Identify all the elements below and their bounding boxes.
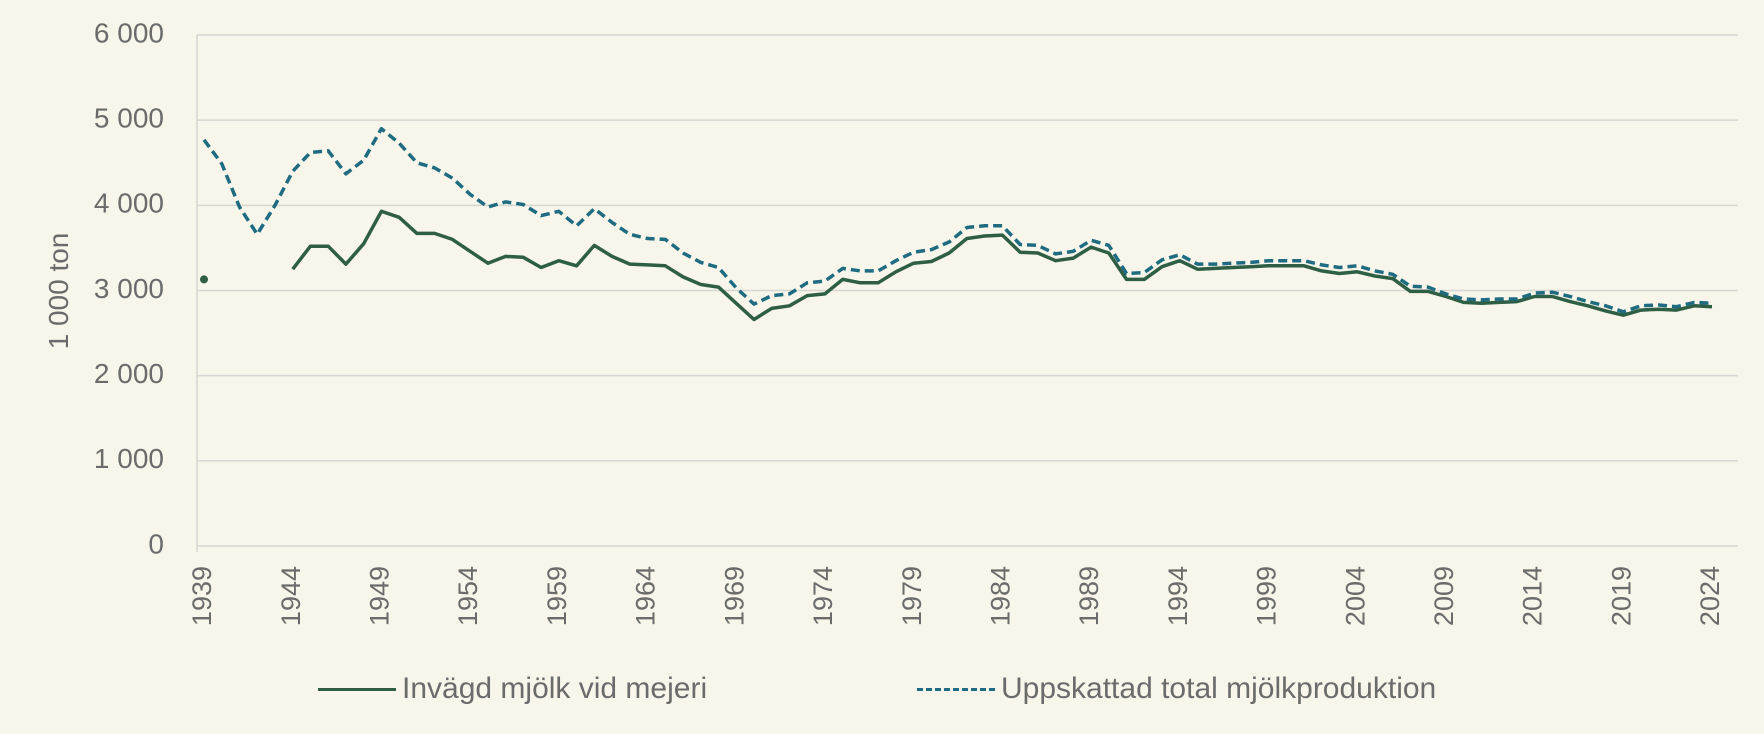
legend-label-uppskattad: Uppskattad total mjölkproduktion — [1001, 672, 1437, 705]
y-tick-label: 6 000 — [94, 17, 164, 48]
y-axis-ticks: 0 1 000 2 000 3 000 4 000 5 000 6 000 — [94, 17, 164, 559]
legend-swatch-dashed — [917, 687, 995, 691]
x-tick-label: 1969 — [719, 566, 749, 626]
y-tick-label: 1 000 — [94, 443, 164, 474]
series-0 — [200, 209, 1713, 322]
x-tick-label: 1979 — [897, 566, 927, 626]
x-tick-label: 2009 — [1429, 566, 1459, 626]
x-tick-label: 1999 — [1252, 566, 1282, 626]
series-1 — [202, 126, 1713, 314]
legend-item-uppskattad: Uppskattad total mjölkproduktion — [917, 668, 1436, 710]
x-tick-label: 1989 — [1074, 566, 1104, 626]
data-point — [200, 275, 208, 284]
series-line — [202, 126, 1713, 314]
x-tick-label: 1994 — [1163, 566, 1193, 626]
x-tick-label: 1954 — [453, 566, 483, 626]
x-tick-label: 2019 — [1606, 566, 1636, 626]
y-tick-label: 3 000 — [94, 273, 164, 304]
y-axis-label: 1 000 ton — [43, 233, 74, 350]
x-tick-label: 1939 — [187, 566, 217, 626]
x-tick-label: 2014 — [1518, 566, 1548, 626]
x-tick-label: 1949 — [365, 566, 395, 626]
x-tick-label: 1944 — [276, 566, 306, 626]
legend-item-invagd: Invägd mjölk vid mejeri — [318, 668, 707, 710]
x-tick-label: 1984 — [985, 566, 1015, 626]
x-tick-label: 2004 — [1340, 566, 1370, 626]
x-tick-label: 2024 — [1695, 566, 1725, 626]
x-tick-label: 1959 — [542, 566, 572, 626]
grid-lines — [196, 34, 1738, 552]
x-tick-label: 1974 — [808, 566, 838, 626]
y-tick-label: 2 000 — [94, 358, 164, 389]
series-group — [200, 126, 1713, 322]
x-tick-label: 1964 — [631, 566, 661, 626]
legend-label-invagd: Invägd mjölk vid mejeri — [402, 672, 708, 705]
series-line — [291, 209, 1713, 322]
y-tick-label: 4 000 — [94, 188, 164, 219]
y-tick-label: 0 — [148, 528, 164, 559]
y-tick-label: 5 000 — [94, 103, 164, 134]
x-axis-ticks: 1939 1944 1949 1954 1959 1964 1969 1974 1979 1984… — [187, 566, 1725, 626]
legend-swatch-solid — [318, 687, 396, 691]
